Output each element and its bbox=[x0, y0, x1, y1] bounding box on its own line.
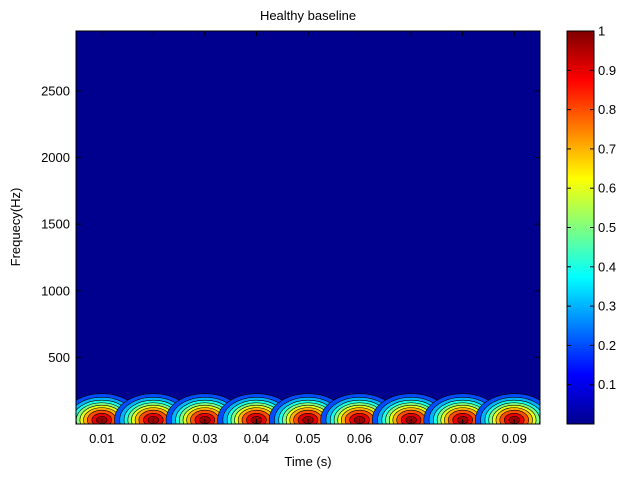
y-tick-labels: 500 1000 1500 2000 2500 bbox=[41, 83, 70, 364]
y-axis-label: Frequecy(Hz) bbox=[8, 188, 23, 267]
colorbar-tick-label: 0.4 bbox=[598, 259, 616, 274]
y-tick-label: 1000 bbox=[41, 283, 70, 298]
colorbar-tick-label: 0.9 bbox=[598, 63, 616, 78]
x-tick-label: 0.04 bbox=[244, 431, 269, 446]
plot-area bbox=[76, 31, 540, 424]
peak-7 bbox=[371, 393, 451, 424]
x-tick-label: 0.02 bbox=[141, 431, 166, 446]
colorbar-tick-label: 0.1 bbox=[598, 377, 616, 392]
x-tick-label: 0.03 bbox=[192, 431, 217, 446]
chart-title: Healthy baseline bbox=[260, 8, 356, 23]
colorbar-tick-label: 0.2 bbox=[598, 338, 616, 353]
colorbar-tick-label: 1 bbox=[598, 24, 605, 39]
x-axis-label: Time (s) bbox=[284, 454, 331, 469]
colorbar-ticks: 0.1 0.2 0.3 0.4 0.5 0.6 0.7 0.8 0.9 1 bbox=[567, 24, 616, 392]
x-tick-label: 0.05 bbox=[295, 431, 320, 446]
colorbar-tick-label: 0.6 bbox=[598, 181, 616, 196]
colorbar-tick-label: 0.7 bbox=[598, 141, 616, 156]
y-tick-label: 500 bbox=[48, 350, 70, 365]
x-tick-label: 0.06 bbox=[347, 431, 372, 446]
y-tick-label: 1500 bbox=[41, 217, 70, 232]
x-tick-labels: 0.01 0.02 0.03 0.04 0.05 0.06 0.07 0.08 0.09 bbox=[89, 431, 527, 446]
heatmap-marks bbox=[76, 393, 540, 424]
y-tick-label: 2500 bbox=[41, 83, 70, 98]
x-tick-label: 0.07 bbox=[398, 431, 423, 446]
peak-9 bbox=[475, 393, 540, 424]
colorbar-tick-label: 0.8 bbox=[598, 102, 616, 117]
x-tick-label: 0.09 bbox=[502, 431, 527, 446]
y-tick-label: 2000 bbox=[41, 150, 70, 165]
colorbar-tick-label: 0.5 bbox=[598, 220, 616, 235]
axis-ticks bbox=[76, 31, 540, 424]
x-tick-label: 0.01 bbox=[89, 431, 114, 446]
plot-frame bbox=[75, 30, 541, 425]
colorbar bbox=[566, 30, 595, 425]
x-tick-label: 0.08 bbox=[450, 431, 475, 446]
colorbar-tick-label: 0.3 bbox=[598, 299, 616, 314]
